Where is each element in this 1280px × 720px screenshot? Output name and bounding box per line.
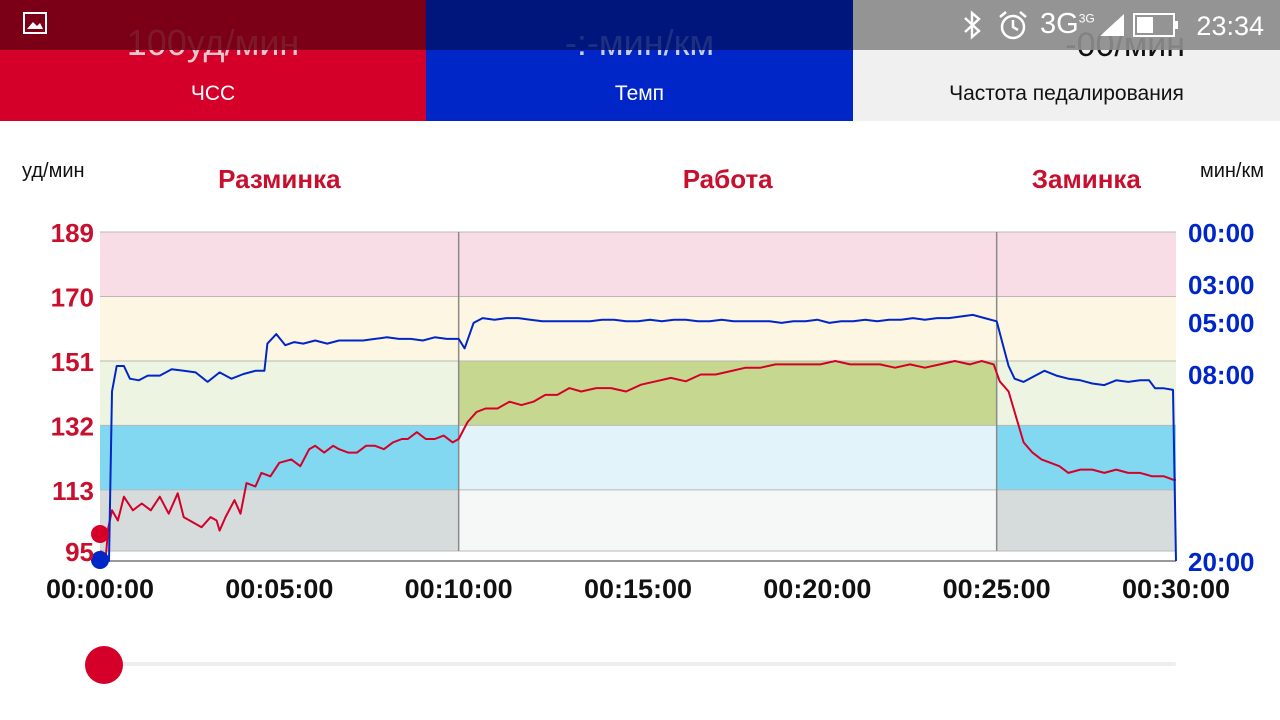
- chart-lines: [99, 313, 1177, 562]
- zone-band: [458, 296, 997, 361]
- hr-unit-label: уд/мин: [22, 160, 85, 182]
- phase-label: Работа: [683, 164, 773, 194]
- time-tick-label: 00:05:00: [225, 574, 333, 604]
- pace-tick-label: 05:00: [1188, 308, 1255, 338]
- pace-marker: [91, 551, 109, 569]
- bluetooth-icon: [964, 10, 981, 40]
- battery-icon: [1133, 13, 1178, 37]
- zone-band: [996, 489, 1176, 551]
- status-bar-right: [853, 0, 1280, 50]
- hr-tick-label: 189: [51, 218, 94, 248]
- workout-chart[interactable]: Разминка Работа Заминка 95 113 132 151 170 189 00…: [0, 121, 1280, 621]
- pace-unit-label: мин/км: [1200, 160, 1264, 182]
- zone-band: [996, 232, 1176, 297]
- alarm-icon: [999, 11, 1027, 40]
- zone-band: [100, 489, 459, 551]
- pace-tick-label: 08:00: [1188, 360, 1255, 390]
- phase-label: Заминка: [1032, 164, 1142, 194]
- hr-tick-label: 113: [52, 476, 94, 506]
- zone-band: [458, 232, 997, 297]
- gallery-icon: [23, 12, 47, 34]
- zone-band: [100, 425, 459, 490]
- network-type: 3G3G: [1040, 8, 1095, 41]
- chart-labels: Разминка Работа Заминка 95 113 132 151 170 189 00…: [22, 160, 1264, 604]
- status-clock: 23:34: [1196, 11, 1264, 41]
- chart-grid: [100, 231, 1176, 562]
- network-sup-label: 3G: [1078, 11, 1095, 26]
- zone-band: [458, 425, 997, 490]
- status-bar-left: [0, 0, 426, 50]
- timeline-slider-track[interactable]: [104, 662, 1176, 666]
- pace-tick-label: 20:00: [1188, 547, 1255, 577]
- heart-rate-label: ЧСС: [190, 82, 236, 105]
- pace-label: Темп: [614, 82, 665, 105]
- hr-tick-label: 95: [65, 537, 94, 567]
- network-label: 3G: [1040, 8, 1079, 40]
- hr-zones: [100, 232, 1176, 551]
- time-tick-label: 00:15:00: [584, 574, 692, 604]
- status-bar-middle: [426, 0, 853, 50]
- hr-tick-label: 170: [51, 282, 94, 312]
- zone-band: [996, 296, 1176, 361]
- zone-band: [100, 360, 459, 426]
- pace-tick-label: 00:00: [1188, 218, 1255, 248]
- chart-markers: [91, 525, 109, 569]
- heart-rate-line: [99, 360, 1176, 556]
- timeline-slider-thumb[interactable]: [85, 646, 123, 684]
- time-tick-label: 00:00:00: [46, 574, 154, 604]
- time-tick-label: 00:10:00: [405, 574, 513, 604]
- hr-tick-label: 132: [51, 411, 94, 441]
- zone-band: [996, 425, 1176, 490]
- hr-marker: [91, 525, 109, 544]
- cadence-label: Частота педалирования: [949, 82, 1184, 105]
- pace-line: [100, 313, 1177, 562]
- pace-tick-label: 03:00: [1188, 270, 1255, 300]
- zone-band: [458, 360, 997, 426]
- phase-label: Разминка: [218, 164, 341, 194]
- time-tick-label: 00:20:00: [763, 574, 871, 604]
- zone-band: [996, 360, 1176, 426]
- zone-band: [100, 232, 459, 297]
- time-tick-label: 00:30:00: [1122, 574, 1230, 604]
- zone-band: [458, 489, 997, 551]
- zone-band: [100, 296, 459, 361]
- hr-tick-label: 151: [51, 347, 94, 377]
- signal-icon: [1100, 14, 1124, 36]
- time-tick-label: 00:25:00: [943, 574, 1051, 604]
